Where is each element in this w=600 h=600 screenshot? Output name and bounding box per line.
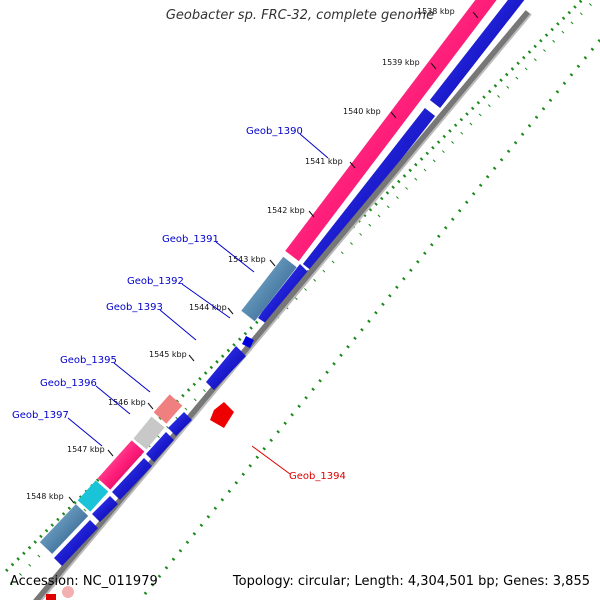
cds-arrow-geob-1395[interactable] (168, 412, 192, 436)
gene-label-geob-1392[interactable]: Geob_1392 (127, 276, 184, 287)
gene-label-geob-1393[interactable]: Geob_1393 (106, 302, 163, 313)
tick-label: 1548 kbp (26, 492, 64, 501)
gene-label-geob-1396[interactable]: Geob_1396 (40, 378, 97, 389)
cds-arrow-geob-1393-head[interactable] (242, 336, 254, 348)
cds-arrow-geob-1396[interactable] (146, 432, 174, 462)
feature-track-pink (285, 0, 497, 262)
genome-summary-text: Topology: circular; Length: 4,304,501 bp… (232, 574, 590, 589)
gene-label-geob-1390[interactable]: Geob_1390 (246, 126, 303, 137)
gene-label-geob-1397[interactable]: Geob_1397 (12, 410, 69, 421)
tick-label: 1540 kbp (343, 107, 381, 116)
tick-label: 1544 kbp (189, 303, 227, 312)
feature-track-pink-light (153, 394, 183, 424)
accession-text: Accession: NC_011979 (10, 574, 158, 589)
gc-ring-dashes-right (138, 39, 600, 600)
cds-arrow-geob-1394[interactable] (210, 402, 234, 428)
feature-track-gray (133, 416, 165, 450)
cds-arrow-lower-b[interactable] (54, 520, 98, 566)
tick-label: 1543 kbp (228, 255, 266, 264)
tick-label: 1547 kbp (67, 445, 105, 454)
edge-feature-red (46, 594, 56, 600)
gene-label-geob-1395[interactable]: Geob_1395 (60, 355, 117, 366)
cds-track-upper (429, 0, 525, 108)
feature-track-steel-upper (241, 256, 297, 322)
cds-arrow-geob-1393[interactable] (206, 346, 246, 390)
cds-arrow-geob-1397[interactable] (112, 458, 152, 500)
tick-label: 1539 kbp (382, 58, 420, 67)
cds-arrow-lower-a[interactable] (92, 496, 118, 522)
feature-track-cyan (77, 480, 109, 512)
genome-title: Geobacter sp. FRC-32, complete genome (165, 8, 435, 23)
gene-label-geob-1391[interactable]: Geob_1391 (162, 234, 219, 245)
tick-label: 1546 kbp (108, 398, 146, 407)
backbone-line-light (40, 13, 532, 600)
tick-label: 1542 kbp (267, 206, 305, 215)
tick-marks (68, 11, 479, 504)
gene-label-geob-1394[interactable]: Geob_1394 (289, 471, 346, 482)
cds-track-upper-b (302, 107, 436, 273)
tick-label: 1541 kbp (305, 157, 343, 166)
tick-label: 1545 kbp (149, 350, 187, 359)
cds-arrow-geob-1391[interactable] (258, 264, 312, 326)
feature-track-steel-lower (39, 504, 89, 554)
gene-leader-lines (67, 133, 329, 475)
tick-label: 1538 kbp (417, 7, 455, 16)
feature-track-pink-lower (97, 440, 145, 490)
edge-feature-pink (62, 586, 74, 598)
